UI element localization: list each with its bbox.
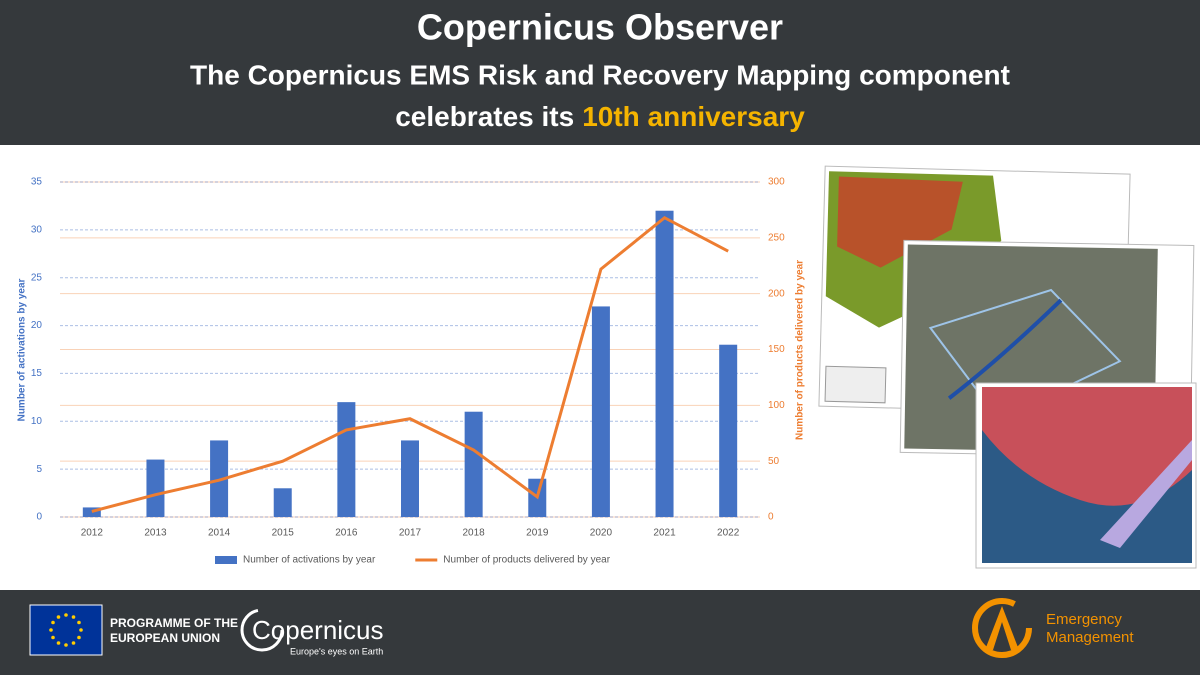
y2-tick-label: 200 bbox=[768, 288, 785, 299]
bar bbox=[146, 459, 165, 517]
eu-star bbox=[51, 620, 55, 625]
eu-star bbox=[77, 635, 81, 640]
copernicus-logo bbox=[240, 608, 284, 652]
bar bbox=[273, 488, 292, 517]
map-thumbnails bbox=[818, 165, 1197, 569]
title: Copernicus Observer bbox=[417, 7, 783, 48]
x-tick-label: 2014 bbox=[208, 528, 231, 539]
line bbox=[91, 215, 729, 513]
y2-tick-label: 0 bbox=[768, 512, 774, 523]
bar bbox=[655, 210, 674, 517]
eu-star bbox=[56, 641, 61, 645]
y2-tick-label: 250 bbox=[768, 232, 785, 243]
eu-star bbox=[71, 641, 76, 645]
subtitle-text: celebrates its bbox=[395, 101, 574, 132]
eu-text: PROGRAMME OF THE bbox=[110, 616, 238, 630]
x-tick-label: 2017 bbox=[399, 528, 422, 539]
y2-tick-label: 100 bbox=[768, 400, 785, 411]
eu-star bbox=[77, 620, 81, 625]
eu-text: EUROPEAN UNION bbox=[110, 631, 220, 645]
bar bbox=[719, 344, 738, 517]
eu-star bbox=[79, 628, 83, 632]
bar bbox=[464, 411, 483, 517]
bar bbox=[591, 306, 610, 517]
ems-text: Management bbox=[1046, 629, 1134, 646]
eu-star bbox=[56, 615, 61, 619]
ems-logo bbox=[985, 606, 1019, 650]
map-image bbox=[837, 176, 963, 268]
y-tick-label: 10 bbox=[31, 416, 43, 427]
subtitle: celebrates its 10th anniversary bbox=[395, 101, 805, 132]
bar bbox=[337, 402, 356, 517]
x-tick-label: 2012 bbox=[81, 528, 104, 539]
ems-logo bbox=[972, 598, 1032, 658]
y-tick-label: 20 bbox=[31, 320, 43, 331]
copernicus-tagline: Europe's eyes on Earth bbox=[290, 646, 383, 656]
map-table bbox=[824, 365, 887, 404]
y-tick-label: 30 bbox=[31, 224, 43, 235]
subtitle: The Copernicus EMS Risk and Recovery Map… bbox=[190, 59, 1010, 90]
legend-swatch bbox=[215, 556, 237, 564]
eu-star bbox=[71, 615, 76, 619]
x-tick-label: 2020 bbox=[590, 528, 613, 539]
y-tick-label: 35 bbox=[31, 177, 43, 188]
y-tick-label: 5 bbox=[36, 464, 42, 475]
header-band bbox=[0, 0, 1200, 145]
bar bbox=[82, 507, 101, 517]
map-port bbox=[1100, 440, 1192, 548]
y2-tick-label: 300 bbox=[768, 177, 785, 188]
y-tick-label: 0 bbox=[36, 512, 42, 523]
x-tick-label: 2016 bbox=[335, 528, 358, 539]
eu-star bbox=[49, 628, 53, 632]
legend-label: Number of products delivered by year bbox=[443, 555, 610, 566]
copernicus-wordmark: Copernicus bbox=[252, 615, 384, 645]
legend-label: Number of activations by year bbox=[243, 555, 376, 566]
eu-stars bbox=[49, 613, 83, 647]
x-tick-label: 2022 bbox=[717, 528, 740, 539]
y2-tick-label: 150 bbox=[768, 344, 785, 355]
x-tick-label: 2021 bbox=[653, 528, 676, 539]
eu-flag bbox=[29, 604, 103, 656]
y2-axis-label: Number of products delivered by year bbox=[795, 260, 806, 440]
map-sea bbox=[982, 430, 1192, 563]
ems-text: Emergency bbox=[1046, 611, 1122, 628]
y-tick-label: 15 bbox=[31, 368, 43, 379]
x-tick-label: 2019 bbox=[526, 528, 549, 539]
footer-band bbox=[0, 590, 1200, 675]
eu-star bbox=[64, 613, 68, 617]
bar bbox=[401, 440, 419, 517]
map-river bbox=[947, 298, 1063, 400]
highlight: 10th anniversary bbox=[582, 101, 805, 132]
x-tick-label: 2013 bbox=[144, 528, 167, 539]
x-tick-label: 2015 bbox=[272, 528, 295, 539]
chart: Number of activations by year Number of … bbox=[17, 177, 806, 566]
y2-tick-label: 50 bbox=[768, 456, 780, 467]
eu-star bbox=[51, 635, 55, 640]
y-axis-label: Number of activations by year bbox=[17, 278, 28, 421]
x-tick-label: 2018 bbox=[463, 528, 486, 539]
y-tick-label: 25 bbox=[31, 272, 43, 283]
eu-star bbox=[64, 643, 68, 647]
